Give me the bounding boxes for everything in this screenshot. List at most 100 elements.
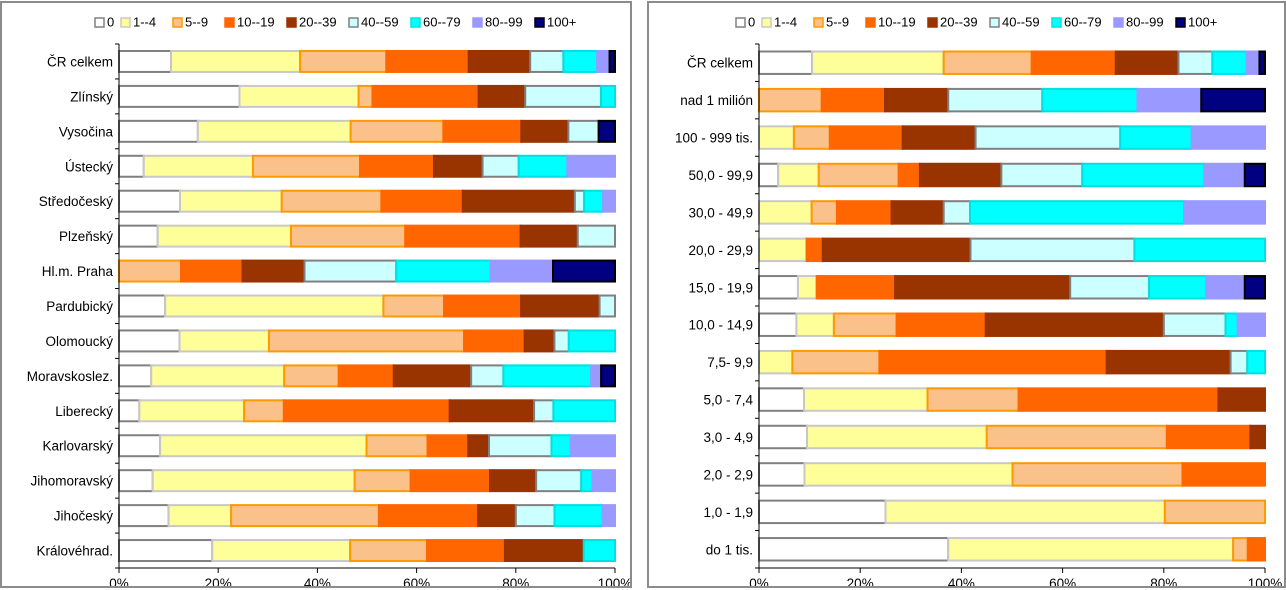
bar-segment-olomoucky-20-39: [523, 329, 556, 353]
value-tick-label: 100%: [598, 576, 630, 586]
bar-segment-20-0-29-9-1-4: [758, 237, 808, 263]
category-label-pardubicky: Pardubický: [46, 299, 113, 314]
bar-segment-olomoucky-10-19: [463, 329, 526, 353]
bar-row-3-0-4-9: [758, 424, 1266, 450]
bar-segment-50-0-99-9-80-99: [1203, 162, 1246, 188]
legend-swatch-0: [94, 17, 105, 28]
bar-segment-jihomoravsky-80-99: [591, 469, 616, 493]
bar-segment-zlinsky-60-79: [600, 84, 616, 108]
category-label-cr-celkem: ČR celkem: [47, 54, 113, 69]
bar-row-5-0-7-4: [758, 387, 1266, 412]
value-tick-label: 100%: [1248, 576, 1283, 586]
bar-segment-2-0-2-9-5-9: [1011, 462, 1184, 487]
bar-segment-zlinsky-10-19: [371, 84, 480, 108]
legend-swatch-60-79: [410, 17, 421, 28]
bar-segment-jihomoravsky-20-39: [489, 469, 538, 493]
bar-segment-15-0-19-9-20-39: [894, 275, 1072, 300]
bar-segment-plzensky-5-9: [289, 224, 407, 248]
bar-row-30-0-49-9: [758, 200, 1266, 225]
bar-row-ustecky: [118, 154, 616, 178]
bar-segment-50-0-99-9-0: [758, 162, 780, 188]
bar-segment-stredocesky-40-59: [573, 189, 586, 213]
legend-label-10-19: 10--19: [237, 15, 275, 30]
legend-swatch-40-59: [989, 17, 1000, 28]
value-tick-label: 80%: [502, 576, 529, 586]
bar-segment-hl-m-praha-100: [552, 259, 616, 283]
bar-segment-nad-1-milion-5-9: [758, 87, 823, 113]
bar-segment-plzensky-1-4: [156, 224, 292, 248]
bar-segment-ustecky-0: [118, 154, 145, 178]
bar-segment-10-0-14-9-60-79: [1224, 312, 1239, 337]
bar-segment-vysocina-20-39: [520, 119, 570, 143]
bar-segment-50-0-99-9-1-4: [777, 162, 820, 188]
bar-segment-moravskoslez-20-39: [392, 364, 473, 388]
bar-segment-30-0-49-9-40-59: [942, 200, 972, 225]
legend-label-5-9: 5--9: [185, 15, 208, 30]
category-label-cr-celkem: ČR celkem: [687, 56, 753, 71]
bar-segment-1-0-1-9-5-9: [1163, 499, 1267, 525]
legend-label-60-79: 60--79: [1064, 15, 1102, 30]
bar-segment-7-5-9-9-1-4: [758, 349, 794, 375]
bar-segment-do-1-tis-1-4: [947, 537, 1235, 562]
bar-segment-olomoucky-0: [118, 329, 181, 353]
bar-segment-vysocina-1-4: [196, 119, 352, 143]
bar-segment-hl-m-praha-5-9: [118, 259, 182, 283]
bar-segment-jihocesky-1-4: [167, 504, 233, 528]
bar-segment-nad-1-milion-80-99: [1136, 87, 1203, 113]
bar-row-10-0-14-9: [758, 312, 1267, 337]
bar-segment-plzensky-10-19: [404, 224, 522, 248]
bar-segment-cr-celkem-0: [118, 49, 173, 73]
bar-segment-15-0-19-9-1-4: [796, 275, 818, 300]
bar-segment-7-5-9-9-5-9: [791, 349, 881, 375]
category-label-7-5-9-9: 7,5- 9,9: [707, 355, 753, 370]
bar-segment-moravskoslez-80-99: [590, 364, 603, 388]
category-label-3-0-4-9: 3,0 - 4,9: [703, 430, 753, 445]
category-label-30-0-49-9: 30,0 - 49,9: [688, 205, 753, 220]
bar-segment-karlovarsky-80-99: [569, 434, 617, 458]
bar-segment-jihocesky-40-59: [514, 504, 556, 528]
bar-segment-10-0-14-9-10-19: [895, 312, 987, 337]
bar-segment-moravskoslez-0: [118, 364, 153, 388]
bar-segment-cr-celkem-5-9: [942, 50, 1033, 75]
bar-segment-ustecky-40-59: [481, 154, 520, 178]
value-tick-label: 60%: [1049, 576, 1076, 586]
bar-segment-2-0-2-9-10-19: [1181, 462, 1266, 487]
value-tick-label: 20%: [847, 576, 874, 586]
bar-row-olomoucky: [118, 329, 616, 353]
legend-label-0: 0: [748, 15, 755, 30]
bar-segment-30-0-49-9-80-99: [1183, 200, 1266, 225]
bar-segment-1-0-1-9-0: [758, 499, 887, 525]
bar-segment-liberecky-40-59: [533, 399, 555, 423]
bar-segment-15-0-19-9-0: [758, 275, 799, 300]
bar-row-100-999-tis: [758, 125, 1267, 150]
bar-segment-100-999-tis-1-4: [758, 125, 795, 150]
category-label-jihomoravsky: Jihomoravský: [30, 474, 113, 489]
legend-label-20-39: 20--39: [299, 15, 337, 30]
bar-row-vysocina: [118, 119, 617, 143]
legend-swatch-20-39: [286, 17, 297, 28]
bar-segment-cr-celkem-5-9: [299, 49, 388, 73]
stacked-bar-chart-regions: 0 1--4 5--9 10--19 20--39 40--59 60--79 80--99 1…: [27, 15, 630, 587]
legend-label-100: 100+: [547, 15, 576, 30]
bar-segment-2-0-2-9-1-4: [803, 462, 1014, 487]
bar-segment-stredocesky-10-19: [380, 189, 464, 213]
bar-segment-7-5-9-9-60-79: [1246, 349, 1266, 375]
bar-segment-nad-1-milion-60-79: [1041, 87, 1139, 113]
legend-label-40-59: 40--59: [1002, 15, 1040, 30]
bar-segment-5-0-7-4-20-39: [1217, 387, 1266, 412]
bar-segment-10-0-14-9-5-9: [832, 312, 898, 337]
bar-segment-karlovarsky-1-4: [159, 434, 368, 458]
bar-segment-stredocesky-5-9: [280, 189, 383, 213]
bar-segment-2-0-2-9-0: [758, 462, 806, 487]
bar-segment-20-0-29-9-10-19: [805, 237, 824, 263]
bar-segment-moravskoslez-40-59: [470, 364, 505, 388]
category-label-2-0-2-9: 2,0 - 2,9: [703, 467, 753, 482]
bar-segment-3-0-4-9-20-39: [1249, 424, 1266, 450]
bar-segment-jihocesky-5-9: [230, 504, 380, 528]
bar-segment-kralovehrad-20-39: [503, 539, 585, 563]
bar-segment-15-0-19-9-60-79: [1148, 275, 1208, 300]
bar-segment-cr-celkem-0: [758, 50, 814, 75]
bar-segment-moravskoslez-10-19: [337, 364, 395, 388]
bar-segment-cr-celkem-60-79: [1211, 50, 1248, 75]
bar-row-stredocesky: [118, 189, 617, 213]
